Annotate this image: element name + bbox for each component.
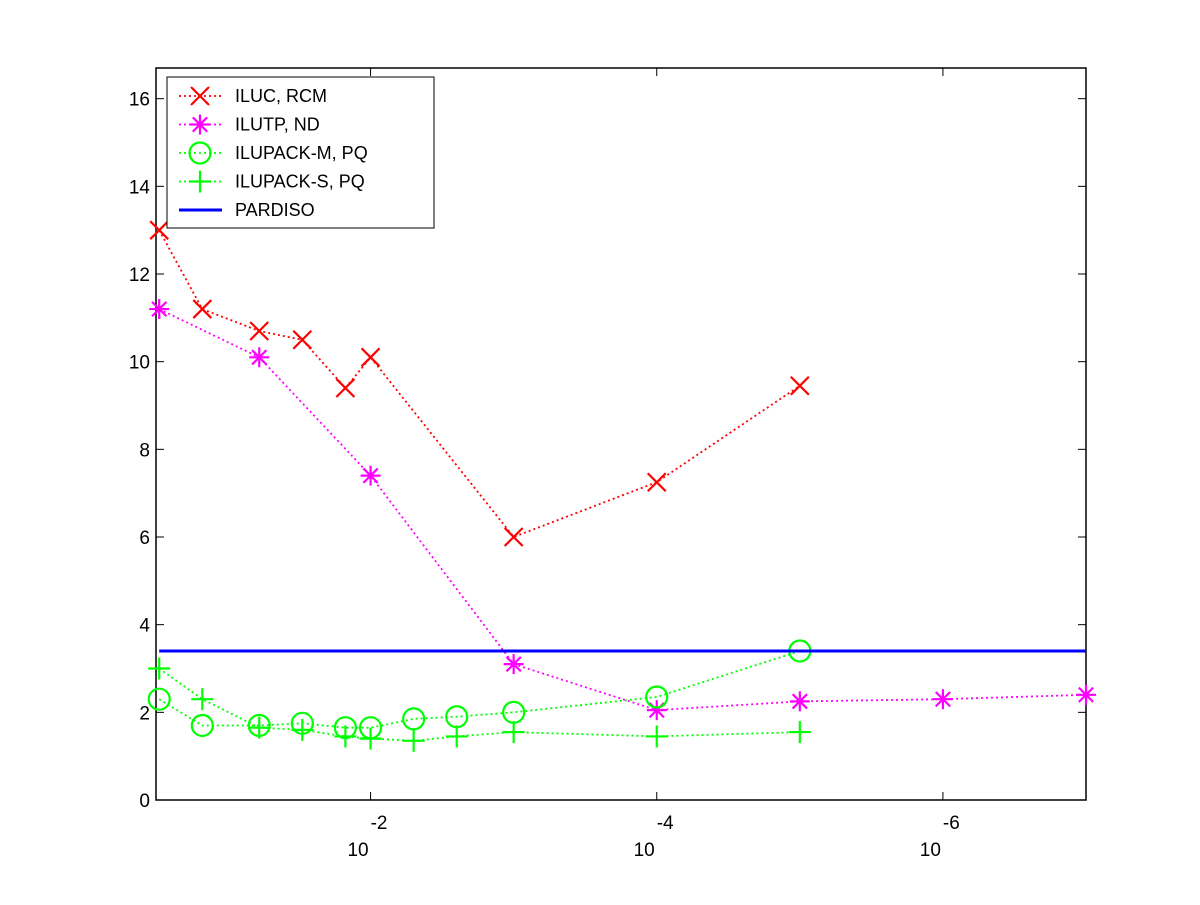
legend-marker	[190, 86, 210, 106]
y-tick-label: 0	[139, 791, 150, 812]
data-point-stroke	[249, 321, 270, 341]
y-tick-label: 16	[129, 90, 150, 111]
y-tick-label: 14	[129, 177, 151, 198]
x-tick-label-exponent: -4	[657, 813, 674, 834]
data-point	[191, 688, 214, 711]
series-line	[158, 308, 1087, 712]
series-line	[158, 229, 801, 539]
data-point-stroke	[505, 656, 522, 673]
data-point-stroke	[360, 347, 381, 368]
series-line	[158, 650, 801, 729]
data-point	[248, 716, 271, 739]
data-point	[149, 220, 170, 240]
data-point	[502, 721, 525, 744]
x-tick-label-base: 10	[920, 840, 941, 861]
data-point	[149, 299, 170, 320]
legend-marker	[189, 170, 211, 193]
data-point	[360, 465, 381, 486]
legend-label: ILUC, RCM	[235, 86, 327, 106]
data-point-stroke	[192, 299, 213, 319]
legend-marker-stroke	[188, 141, 212, 165]
data-point-stroke	[251, 349, 268, 366]
data-point	[789, 691, 810, 712]
y-tick-label: 10	[129, 353, 150, 374]
x-tick-label-base: 10	[347, 840, 368, 861]
legend-label: ILUPACK-M, PQ	[235, 143, 368, 163]
data-point	[190, 713, 214, 738]
data-point	[334, 725, 357, 748]
data-point-stroke	[362, 467, 379, 484]
data-point	[360, 347, 381, 368]
data-point	[503, 654, 524, 675]
data-point	[503, 527, 524, 547]
data-point	[402, 729, 425, 752]
data-point	[445, 725, 468, 748]
legend-label: ILUPACK-S, PQ	[235, 172, 365, 192]
data-point-stroke	[934, 691, 951, 708]
data-point	[645, 685, 669, 709]
y-tick-label: 4	[139, 616, 150, 637]
legend-marker	[190, 114, 210, 135]
data-point	[291, 718, 314, 741]
data-point	[790, 376, 810, 396]
data-point	[359, 727, 382, 750]
x-tick-label-exponent: -6	[943, 813, 960, 834]
data-point-stroke	[1078, 686, 1094, 703]
data-point-stroke	[190, 713, 214, 738]
legend-entry: ILUC, RCM	[179, 86, 327, 106]
series-line	[158, 667, 800, 742]
x-tick-label-exponent: -2	[371, 813, 388, 834]
data-point-stroke	[402, 707, 426, 731]
y-tick-label: 8	[139, 440, 150, 461]
legend-entry: ILUTP, ND	[179, 114, 320, 135]
data-point	[932, 689, 953, 710]
legend-label: PARDISO	[235, 200, 315, 220]
data-point-stroke	[151, 301, 168, 318]
y-tick-label: 6	[139, 528, 150, 549]
data-point-stroke	[335, 378, 356, 398]
legend-entry: ILUPACK-S, PQ	[179, 170, 365, 193]
data-point	[292, 329, 313, 350]
series-3	[148, 657, 811, 752]
data-point	[249, 347, 270, 368]
series-layer	[147, 220, 1096, 752]
data-point	[646, 472, 667, 492]
legend-marker-stroke	[190, 86, 210, 106]
series-1	[149, 299, 1096, 721]
data-point	[1076, 684, 1096, 705]
data-point	[645, 725, 668, 748]
data-point-stroke	[149, 220, 170, 240]
data-point-stroke	[790, 376, 810, 396]
data-point	[788, 721, 811, 744]
data-point	[335, 378, 356, 398]
data-point	[192, 299, 213, 319]
data-point-stroke	[292, 329, 313, 350]
data-point-stroke	[503, 527, 524, 547]
x-tick-label-base: 10	[634, 840, 655, 861]
legend: ILUC, RCM ILUTP, ND ILUPACK-M, PQ ILUPACK-S…	[166, 76, 435, 229]
legend-marker	[188, 141, 212, 165]
legend-label: ILUTP, ND	[235, 115, 320, 135]
legend-marker-stroke	[192, 116, 208, 133]
data-point-stroke	[147, 687, 171, 711]
data-point	[148, 657, 171, 680]
data-point-stroke	[645, 685, 669, 709]
legend-entry: PARDISO	[179, 200, 315, 220]
data-point	[147, 687, 171, 711]
y-tick-label: 12	[129, 265, 150, 286]
y-tick-label: 2	[139, 703, 150, 724]
data-point-stroke	[791, 693, 808, 710]
legend-entry: ILUPACK-M, PQ	[179, 141, 368, 165]
series-0	[149, 220, 810, 547]
data-point-stroke	[646, 472, 667, 492]
data-point	[646, 700, 667, 721]
data-point	[402, 707, 426, 731]
data-point	[249, 321, 270, 341]
